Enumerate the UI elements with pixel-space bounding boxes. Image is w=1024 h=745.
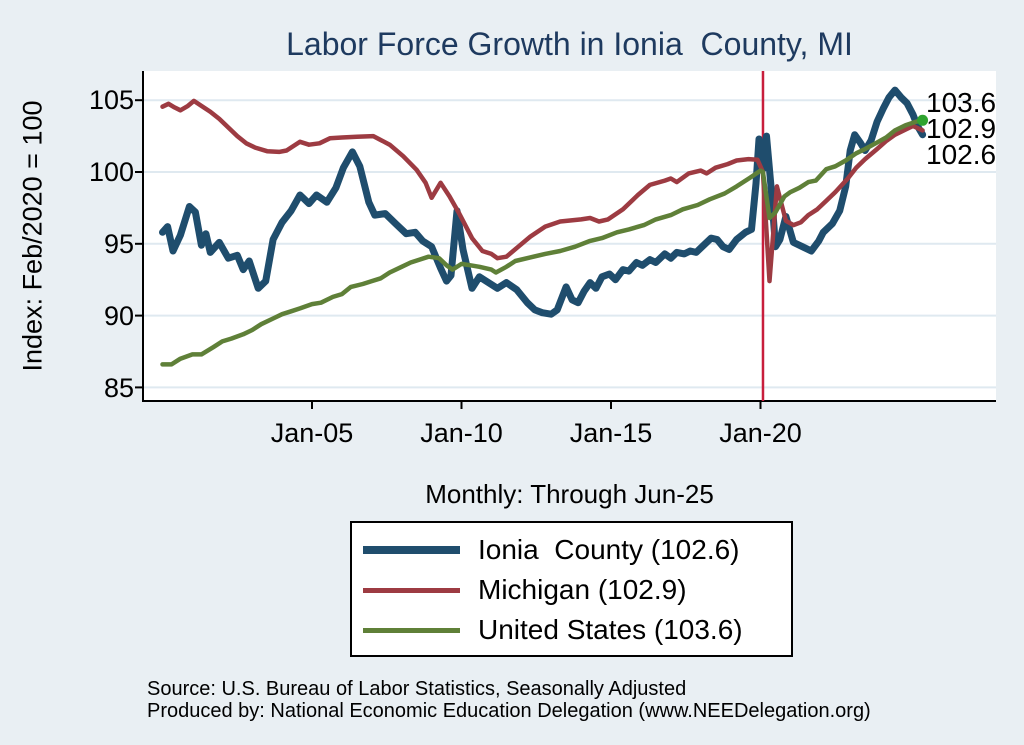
chart-subtitle: Monthly: Through Jun-25 (425, 479, 714, 509)
legend-swatch-ionia-line (363, 546, 460, 554)
legend-swatch-us-line (363, 627, 460, 633)
y-axis-label: Index: Feb/2020 = 100 (17, 100, 48, 372)
legend-row-michigan: Michigan (102.9) (352, 570, 791, 610)
y-tick-label-95: 95 (103, 229, 134, 259)
y-tick-label-85: 85 (103, 373, 134, 403)
chart-title: Labor Force Growth in Ionia County, MI (286, 26, 853, 62)
x-tick-label-jan15: Jan-15 (569, 418, 653, 448)
legend-label-ionia: Ionia County (102.6) (478, 534, 740, 565)
legend-box: Ionia County (102.6) Michigan (102.9) Un… (350, 521, 793, 657)
end-value-label-ionia: 102.6 (926, 139, 997, 170)
series-line-united-states (160, 118, 925, 367)
end-value-label-michigan: 102.9 (926, 113, 997, 144)
legend-row-us: United States (103.6) (352, 610, 791, 650)
series-end-marker-united-states (917, 114, 929, 126)
source-attribution: Source: U.S. Bureau of Labor Statistics,… (147, 678, 687, 700)
y-tick-label-90: 90 (103, 301, 134, 331)
x-tick-label-jan10: Jan-10 (420, 418, 503, 448)
x-tick-label-jan05: Jan-05 (270, 418, 354, 448)
x-tick-label-jan20: Jan-20 (719, 418, 802, 448)
y-tick-label-100: 100 (88, 157, 134, 187)
legend-label-michigan: Michigan (102.9) (478, 574, 687, 605)
legend-swatch-michigan-line (363, 587, 460, 593)
legend-row-ionia: Ionia County (102.6) (352, 530, 791, 570)
series-line-ionia-county (159, 86, 927, 318)
end-value-label-us: 103.6 (926, 87, 997, 118)
plot-background (143, 71, 996, 401)
series-line-michigan (160, 98, 925, 284)
legend-label-us: United States (103.6) (478, 614, 743, 645)
y-tick-label-105: 105 (88, 85, 134, 115)
producer-attribution: Produced by: National Economic Education… (147, 700, 871, 722)
